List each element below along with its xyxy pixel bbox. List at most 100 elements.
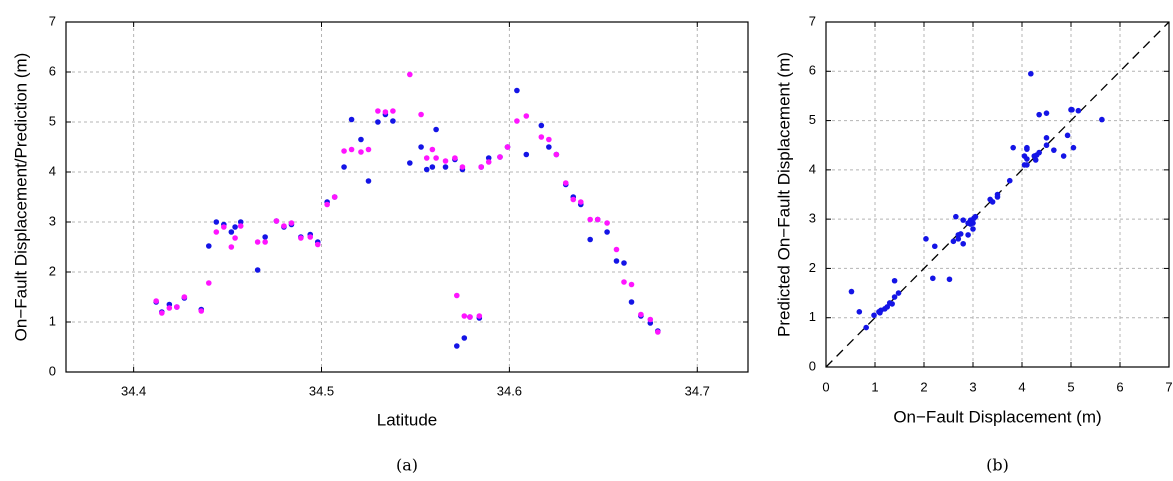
point: [262, 234, 268, 240]
point: [453, 343, 460, 349]
y-tick-label: 3: [809, 211, 816, 226]
y-tick-label: 3: [49, 213, 56, 228]
point: [221, 224, 227, 230]
point: [613, 258, 620, 264]
x-tick-label: 34.4: [121, 383, 146, 398]
point: [1036, 149, 1042, 156]
point: [213, 229, 220, 235]
point: [987, 196, 993, 203]
point: [1043, 142, 1050, 149]
point: [514, 87, 520, 94]
point: [1010, 144, 1016, 151]
point: [348, 116, 355, 123]
point: [891, 277, 898, 284]
point: [254, 267, 261, 273]
point: [970, 226, 976, 232]
y-tick-label: 6: [49, 63, 56, 78]
point: [281, 223, 287, 229]
x-tick-label: 7: [1165, 379, 1172, 394]
point: [931, 243, 938, 250]
point: [198, 308, 205, 314]
point: [358, 136, 364, 143]
point: [613, 246, 620, 253]
point: [960, 217, 966, 223]
x-tick-label: 5: [1067, 379, 1074, 394]
point: [1006, 177, 1013, 184]
point: [166, 305, 173, 311]
point: [891, 294, 898, 300]
panel: 0 1 2 3 4 5 6 7 0 1 2 3 4 5 6 7 On−Fault Displacement (m…: [774, 13, 1172, 474]
caption: (a): [396, 456, 418, 475]
point: [562, 180, 569, 186]
y-tick-label: 1: [49, 313, 56, 328]
point: [429, 164, 436, 170]
y-tick-label: 0: [809, 358, 816, 373]
point: [504, 144, 511, 150]
point: [478, 164, 485, 170]
point: [423, 155, 430, 161]
plot-frame: [825, 21, 1170, 368]
point: [878, 307, 884, 314]
y-tick-label: 2: [49, 263, 56, 278]
point: [429, 146, 436, 153]
point: [237, 223, 244, 229]
point: [423, 166, 430, 173]
point: [930, 275, 936, 282]
point: [497, 154, 503, 160]
x-tick-label: 34.7: [685, 383, 710, 398]
point: [390, 108, 396, 114]
point: [960, 240, 966, 247]
point: [232, 235, 238, 241]
point: [628, 281, 635, 288]
point: [621, 279, 627, 285]
point: [621, 260, 627, 266]
point: [848, 288, 855, 295]
point: [485, 155, 492, 161]
point: [1075, 107, 1082, 114]
point: [452, 155, 458, 161]
point: [950, 238, 957, 245]
point: [461, 335, 468, 341]
point: [418, 111, 424, 118]
point: [453, 292, 460, 299]
point: [1043, 110, 1050, 116]
point: [587, 216, 593, 223]
point: [604, 229, 610, 235]
point: [895, 290, 902, 296]
y-tick-label: 7: [49, 13, 56, 28]
x-axis-label: On−Fault Displacement (m): [893, 407, 1101, 426]
point: [594, 216, 601, 223]
point: [923, 236, 929, 242]
point: [546, 144, 552, 150]
point: [476, 313, 483, 319]
point: [647, 316, 654, 323]
point: [407, 160, 413, 166]
point: [553, 151, 560, 158]
point: [884, 304, 891, 310]
x-tick-label: 34.5: [309, 383, 334, 398]
point: [467, 314, 473, 320]
point: [538, 134, 545, 140]
point: [965, 232, 971, 238]
x-tick-label: 3: [969, 379, 976, 394]
point: [994, 194, 1001, 200]
point: [298, 235, 304, 241]
point: [1028, 70, 1034, 77]
point: [324, 201, 330, 208]
point: [461, 313, 468, 319]
point: [638, 311, 644, 318]
point: [365, 178, 372, 184]
point: [331, 194, 338, 200]
point: [442, 158, 449, 164]
point: [314, 241, 321, 248]
point: [433, 155, 439, 161]
point: [433, 126, 439, 133]
point: [1032, 157, 1039, 163]
point: [205, 243, 212, 249]
point: [485, 159, 492, 165]
point: [341, 148, 347, 154]
point: [181, 294, 188, 300]
point: [953, 213, 959, 220]
point: [1024, 156, 1030, 162]
